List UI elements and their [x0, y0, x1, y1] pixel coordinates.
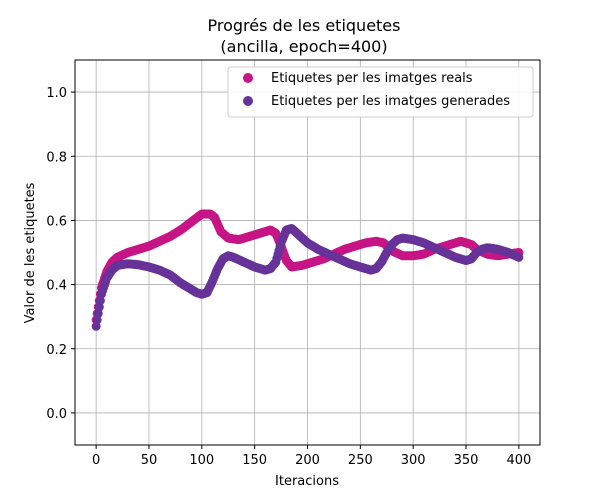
x-axis-label: Iteracions: [275, 474, 339, 489]
y-axis-label: Valor de les etiquetes: [23, 182, 38, 323]
legend-label-generated: Etiquetes per les imatges generades: [271, 94, 510, 109]
data-points: [91, 209, 524, 331]
x-tick-label: 400: [506, 453, 531, 468]
legend-label-real: Etiquetes per les imatges reals: [271, 71, 473, 86]
x-tick-label: 150: [242, 453, 267, 468]
x-axis-ticks: 0 50 100 150 200 250 300 350 400: [92, 445, 531, 468]
legend: Etiquetes per les imatges reals Etiquete…: [227, 66, 534, 118]
x-tick-label: 250: [348, 453, 373, 468]
x-tick-label: 300: [401, 453, 426, 468]
y-tick-label: 0.6: [46, 214, 67, 229]
x-tick-label: 0: [92, 453, 100, 468]
y-axis-ticks: 0.0 0.2 0.4 0.6 0.8 1.0: [46, 86, 75, 422]
y-tick-label: 0.2: [46, 343, 67, 358]
x-tick-label: 350: [454, 453, 479, 468]
chart-title: Progrés de les etiquetes: [208, 16, 401, 35]
y-tick-label: 0.4: [46, 279, 67, 294]
x-tick-label: 100: [189, 453, 214, 468]
series-1: [91, 223, 524, 331]
legend-marker-generated: [243, 96, 253, 106]
chart-subtitle: (ancilla, epoch=400): [220, 37, 387, 56]
data-point: [514, 252, 524, 262]
y-tick-label: 1.0: [46, 86, 67, 101]
y-tick-label: 0.8: [46, 150, 67, 165]
chart-title-group: Progrés de les etiquetes (ancilla, epoch…: [208, 16, 401, 56]
x-tick-label: 50: [141, 453, 158, 468]
legend-box: [227, 66, 534, 118]
y-tick-label: 0.0: [46, 407, 67, 422]
legend-marker-real: [243, 73, 253, 83]
x-tick-label: 200: [295, 453, 320, 468]
